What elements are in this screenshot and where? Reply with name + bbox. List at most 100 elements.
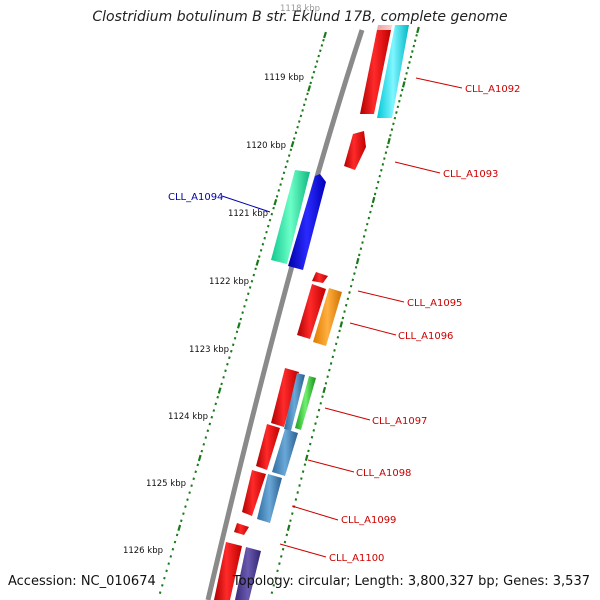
- accession-text: Accession: NC_010674: [8, 574, 156, 589]
- scale-dot: [196, 463, 200, 467]
- scale-dot: [204, 436, 208, 439]
- scale-dot: [315, 60, 319, 63]
- gene-cll-a1100-red-arrow[interactable]: [214, 542, 242, 600]
- scale-dot: [283, 540, 287, 544]
- scale-dot: [415, 34, 418, 37]
- gene-cll-a1099-red-arrow[interactable]: [242, 470, 266, 516]
- scale-dot: [331, 355, 335, 359]
- scale-dot: [339, 321, 344, 328]
- gene-cll-a1096-arrow[interactable]: [313, 288, 342, 346]
- scale-dot: [298, 484, 301, 487]
- scale-dot: [364, 228, 367, 232]
- scale-dot: [299, 114, 303, 118]
- scale-dot: [326, 375, 329, 379]
- scale-dot: [284, 165, 288, 169]
- scale-dot: [304, 97, 308, 101]
- gene-cll-a1094-blue-arrow[interactable]: [288, 174, 326, 270]
- scale-dot: [300, 477, 303, 480]
- scale-dot: [290, 140, 295, 148]
- scale-dot: [245, 298, 248, 302]
- gene-cll-a1100-small-arrow[interactable]: [234, 523, 249, 535]
- scale-dot: [254, 267, 257, 271]
- scale-dot: [175, 533, 179, 537]
- scale-dot: [278, 562, 281, 565]
- scale-dot: [224, 369, 227, 373]
- scale-dot: [396, 105, 400, 109]
- scale-dot: [303, 463, 307, 466]
- scale-dot: [272, 584, 275, 587]
- scale-dot: [184, 505, 187, 509]
- scale-dot: [412, 44, 416, 48]
- gene-small-red-arrow[interactable]: [312, 272, 328, 283]
- gene-label-cll-a1093[interactable]: CLL_A1093: [443, 169, 498, 180]
- scale-dot: [182, 512, 185, 515]
- scale-dot: [317, 54, 320, 58]
- scale-dot: [190, 484, 193, 487]
- gene-label-cll-a1099[interactable]: CLL_A1099: [341, 515, 396, 526]
- scale-dot: [263, 236, 266, 240]
- scale-dot: [311, 76, 314, 79]
- scale-dot: [239, 317, 243, 321]
- scale-dot: [321, 395, 324, 398]
- gene-cll-a1095-arrow[interactable]: [297, 284, 326, 339]
- scale-dot: [200, 449, 204, 453]
- scale-dot: [282, 171, 286, 175]
- scale-dot: [255, 259, 260, 266]
- scale-dot: [381, 163, 385, 166]
- gene-label-cll-a1096[interactable]: CLL_A1096: [398, 331, 453, 342]
- scale-dot: [376, 180, 380, 184]
- scale-dot: [258, 255, 261, 258]
- scale-dot: [296, 491, 299, 494]
- gene-label-cll-a1092[interactable]: CLL_A1092: [465, 84, 520, 95]
- scale-dot: [277, 189, 281, 192]
- scale-dot: [214, 402, 218, 406]
- gene-cll-a1092-arrow[interactable]: [377, 25, 409, 118]
- scale-dot: [206, 429, 210, 433]
- scale-dot: [217, 387, 222, 394]
- scale-dot: [371, 196, 376, 204]
- scale-dot: [259, 249, 263, 252]
- gene-label-cll-a1100[interactable]: CLL_A1100: [329, 553, 384, 564]
- scale-dot: [408, 61, 411, 64]
- gene-cll-a1097-red-arrow[interactable]: [271, 368, 299, 427]
- gene-cll-a1097-steel-arrow[interactable]: [284, 373, 305, 431]
- gene-label-cll-a1094[interactable]: CLL_A1094: [168, 192, 223, 203]
- gene-cll-a1091-arrow[interactable]: [360, 30, 391, 114]
- scale-dot: [343, 310, 346, 313]
- scale-dot: [177, 524, 182, 532]
- gene-cll-a1098-steel-arrow[interactable]: [272, 429, 298, 476]
- gene-label-cll-a1098[interactable]: CLL_A1098: [356, 468, 411, 479]
- scale-dot: [286, 524, 291, 531]
- scale-dot: [386, 145, 389, 149]
- gene-cll-a1098-red-arrow[interactable]: [256, 424, 280, 470]
- scale-dot: [373, 192, 377, 196]
- scale-dot: [354, 266, 358, 269]
- scale-dot: [285, 533, 289, 537]
- scale-dot: [362, 235, 366, 238]
- scale-dot: [252, 273, 256, 277]
- scale-dot: [210, 415, 214, 419]
- kbp-label: 1120 kbp: [246, 141, 286, 151]
- scale-dot: [309, 442, 312, 446]
- scale-dot: [280, 555, 283, 558]
- gene-cll-a1093-arrow[interactable]: [344, 131, 366, 170]
- gene-label-cll-a1097[interactable]: CLL_A1097: [372, 416, 427, 427]
- scale-dot: [287, 154, 291, 157]
- gene-cll-a1100-purple-arrow[interactable]: [235, 547, 261, 600]
- scale-dot: [296, 125, 299, 129]
- scale-dot: [380, 168, 383, 172]
- scale-dot: [322, 386, 327, 394]
- gene-cll-a1099-steel-arrow[interactable]: [257, 474, 282, 523]
- scale-dot: [173, 540, 177, 544]
- scale-dot: [344, 303, 348, 307]
- scale-dot: [222, 376, 225, 379]
- gene-label-cll-a1095[interactable]: CLL_A1095: [407, 298, 462, 309]
- scale-dot: [297, 120, 301, 123]
- gene-cll-a1097-green-arrow[interactable]: [295, 376, 316, 430]
- kbp-scale-labels: 1118 kbp 1119 kbp 1120 kbp 1121 kbp 1122…: [123, 4, 320, 556]
- gene-cll-a1094-mint-arrow[interactable]: [271, 170, 310, 264]
- scale-dot: [268, 218, 272, 222]
- kbp-label: 1122 kbp: [209, 277, 249, 287]
- scale-dot: [163, 576, 166, 580]
